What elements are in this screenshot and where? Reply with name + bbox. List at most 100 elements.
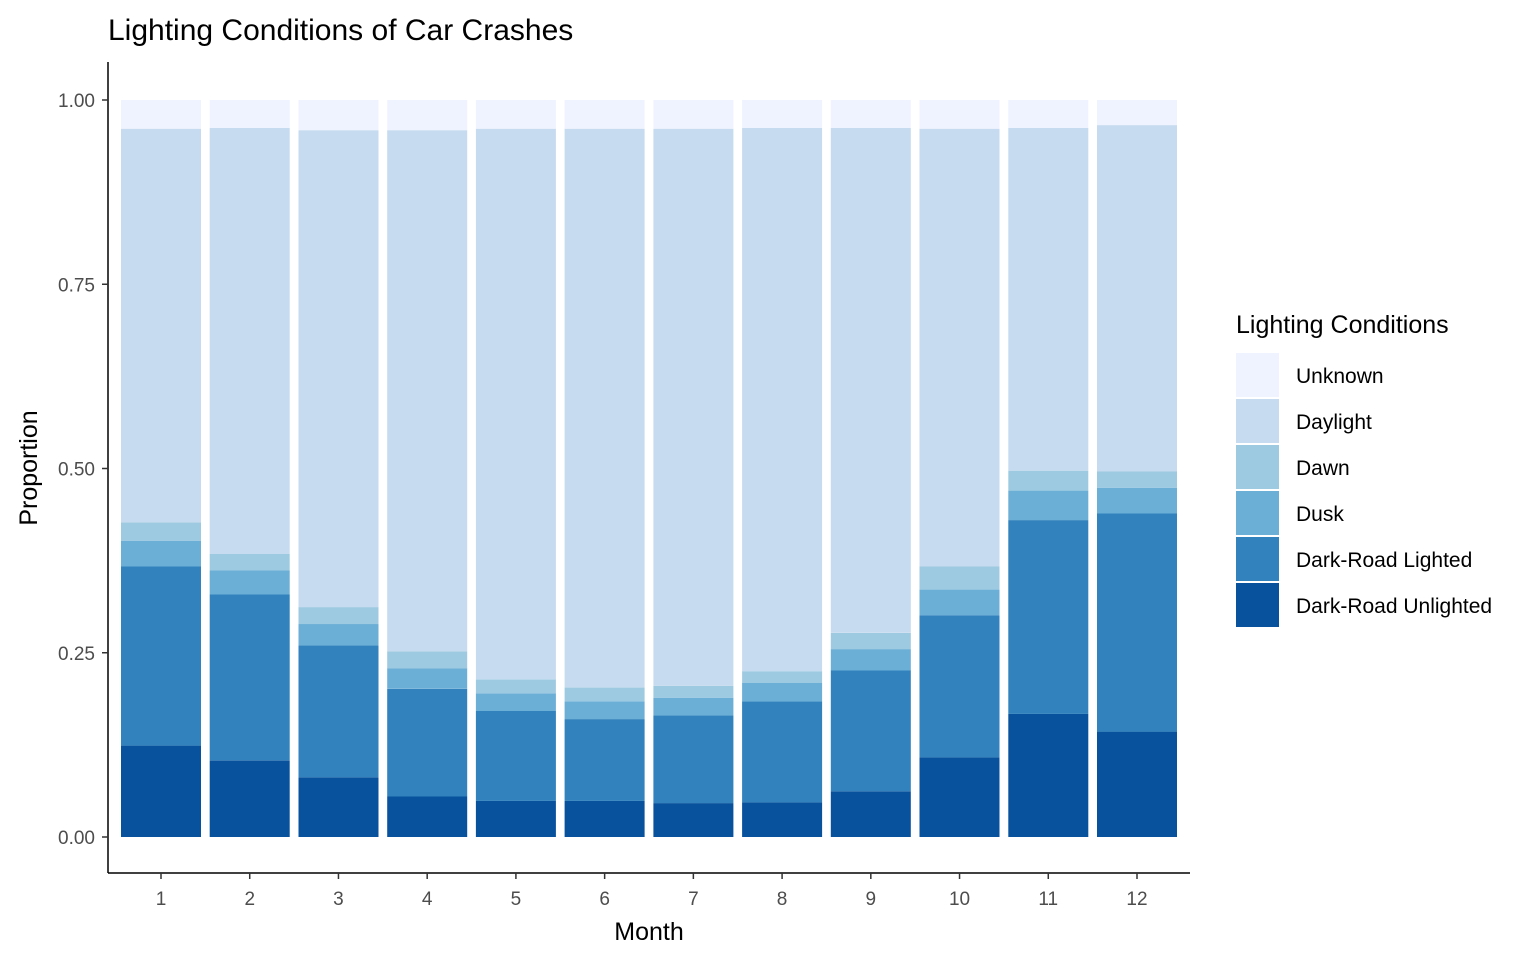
legend-key-dusk: [1236, 491, 1279, 535]
axes-layer: 0.000.250.500.751.001 2 3 4 5 6 7 8 9 10 11 12: [58, 62, 1190, 910]
x-tick-label: 11: [1038, 889, 1058, 910]
bar-segment-daylight-month-2: [209, 128, 290, 554]
legend-label-daylight: Daylight: [1296, 411, 1372, 434]
x-tick-label: 12: [1126, 889, 1147, 910]
bar-segment-unknown-month-9: [830, 100, 911, 128]
bar-segment-daylight-month-8: [742, 128, 823, 672]
bar-segment-dawn-month-9: [830, 632, 911, 650]
bar-segment-daylight-month-1: [121, 128, 201, 523]
bar-segment-dark-road-unlighted-month-5: [475, 800, 556, 837]
bar-segment-dusk-month-11: [1008, 490, 1089, 521]
bar-segment-dusk-month-2: [209, 570, 290, 595]
legend-key-daylight: [1236, 399, 1279, 443]
bar-segment-dusk-month-3: [298, 624, 379, 646]
bar-segment-dark-road-lighted-month-6: [564, 719, 645, 801]
bar-segment-dawn-month-11: [1008, 470, 1089, 491]
bar-segment-unknown-month-10: [919, 100, 1000, 129]
bar-segment-dawn-month-5: [475, 679, 556, 694]
x-axis-title: Month: [614, 918, 683, 946]
x-tick-label: 1: [156, 889, 167, 910]
x-tick-label: 7: [688, 889, 699, 910]
bar-segment-dark-road-lighted-month-3: [298, 645, 379, 778]
y-tick-label: 0.75: [58, 275, 95, 296]
bar-segment-dark-road-unlighted-month-11: [1008, 713, 1089, 837]
bar-segment-dark-road-lighted-month-12: [1097, 513, 1177, 732]
x-tick-label: 6: [599, 889, 610, 910]
bars-layer: [121, 100, 1177, 837]
bar-segment-daylight-month-6: [564, 128, 645, 688]
bar-segment-dark-road-unlighted-month-6: [564, 800, 645, 837]
y-tick-label: 1.00: [58, 91, 95, 112]
x-tick-label: 9: [866, 889, 877, 910]
bar-segment-dawn-month-7: [653, 685, 734, 698]
bar-segment-unknown-month-12: [1097, 100, 1177, 126]
bar-segment-dark-road-lighted-month-9: [830, 670, 911, 792]
legend-key-unknown: [1236, 353, 1279, 397]
bar-segment-unknown-month-2: [209, 100, 290, 128]
bar-segment-dusk-month-6: [564, 701, 645, 720]
y-tick-label: 0.00: [58, 828, 95, 849]
bar-segment-daylight-month-3: [298, 130, 379, 607]
bar-segment-unknown-month-8: [742, 100, 823, 128]
bar-segment-dark-road-lighted-month-7: [653, 715, 734, 804]
x-tick-label: 5: [511, 889, 522, 910]
bar-segment-daylight-month-5: [475, 128, 556, 680]
legend: Lighting Conditions Unknown Daylight Dawn D…: [1236, 311, 1492, 627]
bar-segment-dark-road-lighted-month-11: [1008, 520, 1089, 714]
bar-segment-dawn-month-12: [1097, 471, 1177, 488]
legend-label-dawn: Dawn: [1296, 457, 1350, 480]
bar-segment-dark-road-unlighted-month-2: [209, 760, 290, 837]
bar-segment-dark-road-unlighted-month-4: [387, 796, 468, 837]
bar-segment-dawn-month-10: [919, 566, 1000, 590]
bar-segment-dark-road-unlighted-month-12: [1097, 731, 1177, 837]
bar-segment-daylight-month-7: [653, 128, 734, 686]
bar-segment-daylight-month-10: [919, 128, 1000, 567]
x-tick-label: 10: [949, 889, 970, 910]
bar-segment-dark-road-unlighted-month-1: [121, 745, 201, 837]
bar-segment-dark-road-unlighted-month-3: [298, 777, 379, 837]
bar-segment-dusk-month-10: [919, 589, 1000, 616]
chart-title: Lighting Conditions of Car Crashes: [108, 14, 573, 47]
bar-segment-unknown-month-11: [1008, 100, 1089, 128]
x-tick-label: 4: [422, 889, 433, 910]
bar-segment-dawn-month-2: [209, 554, 290, 571]
bar-segment-dark-road-lighted-month-5: [475, 711, 556, 801]
x-tick-label: 2: [244, 889, 255, 910]
bar-segment-dark-road-unlighted-month-9: [830, 791, 911, 837]
legend-title: Lighting Conditions: [1236, 311, 1449, 339]
bar-segment-dawn-month-3: [298, 607, 379, 625]
bar-segment-dusk-month-12: [1097, 487, 1177, 514]
bar-segment-unknown-month-6: [564, 100, 645, 129]
bar-segment-dark-road-lighted-month-2: [209, 594, 290, 761]
bar-segment-dark-road-lighted-month-10: [919, 615, 1000, 758]
bar-segment-dark-road-lighted-month-4: [387, 688, 468, 797]
bar-segment-unknown-month-4: [387, 100, 468, 131]
legend-key-dawn: [1236, 445, 1279, 489]
legend-label-unknown: Unknown: [1296, 365, 1384, 388]
bar-segment-dusk-month-7: [653, 697, 734, 716]
legend-label-dark-road-unlighted: Dark-Road Unlighted: [1296, 595, 1492, 618]
bar-segment-unknown-month-1: [121, 100, 201, 129]
bar-segment-dark-road-unlighted-month-10: [919, 757, 1000, 837]
bar-segment-daylight-month-9: [830, 128, 911, 633]
legend-label-dusk: Dusk: [1296, 503, 1344, 526]
bar-segment-unknown-month-7: [653, 100, 734, 129]
bar-segment-unknown-month-5: [475, 100, 556, 129]
x-tick-label: 8: [777, 889, 788, 910]
bar-segment-dawn-month-1: [121, 522, 201, 541]
bar-segment-dusk-month-4: [387, 668, 468, 689]
bar-segment-dawn-month-8: [742, 671, 823, 683]
bar-segment-daylight-month-12: [1097, 125, 1177, 472]
bar-segment-dawn-month-6: [564, 687, 645, 702]
x-tick-label: 3: [333, 889, 344, 910]
bar-segment-dusk-month-8: [742, 683, 823, 702]
bar-segment-dusk-month-9: [830, 649, 911, 671]
bar-segment-dark-road-unlighted-month-8: [742, 802, 823, 837]
bar-segment-dusk-month-5: [475, 693, 556, 711]
y-tick-label: 0.50: [58, 460, 95, 481]
y-tick-label: 0.25: [58, 644, 95, 665]
legend-key-dark-road-lighted: [1236, 537, 1279, 581]
bar-segment-dark-road-unlighted-month-7: [653, 803, 734, 837]
